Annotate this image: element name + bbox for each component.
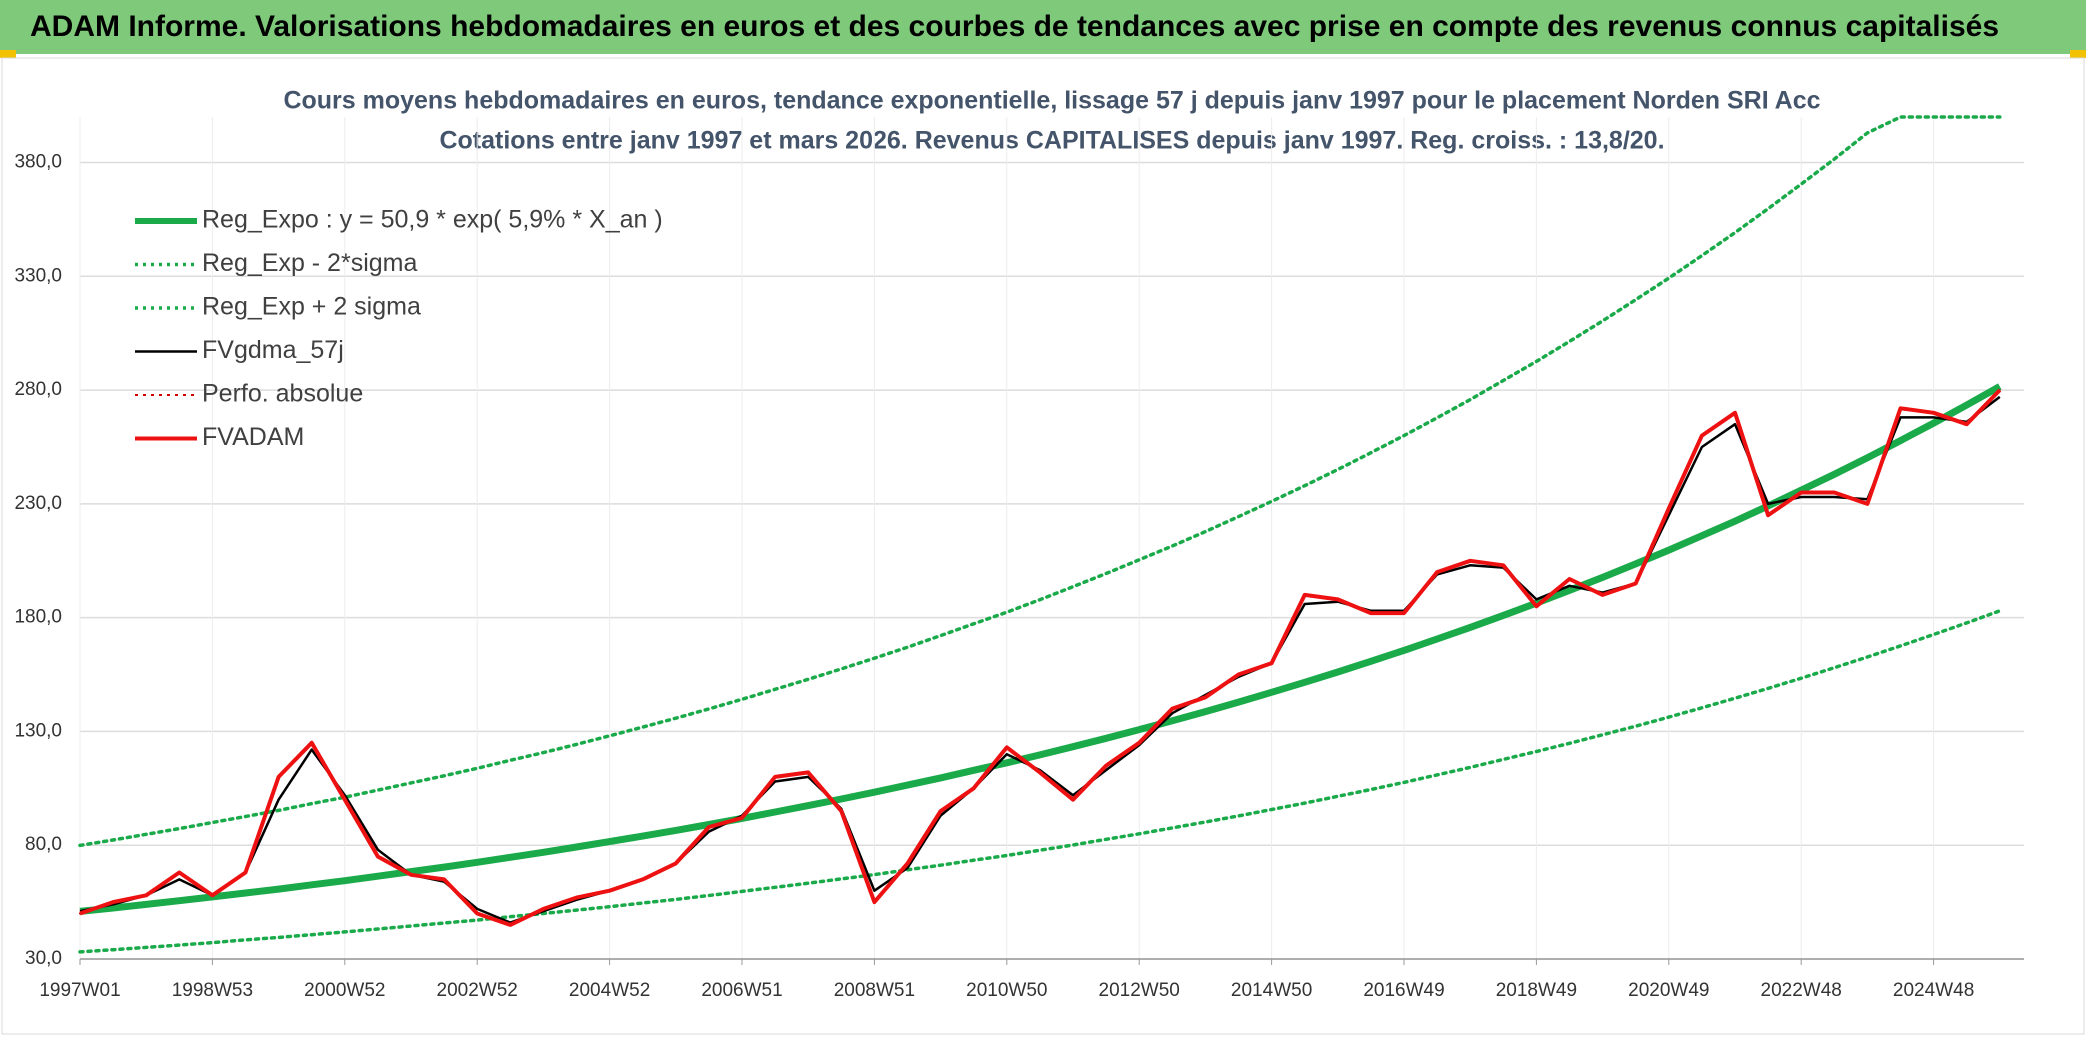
x-tick-label: 2002W52	[437, 980, 518, 1001]
header-bar	[0, 0, 2086, 54]
legend-label: Perfo. absolue	[202, 380, 363, 408]
x-tick-label: 2020W49	[1628, 980, 1709, 1001]
y-tick-label: 280,0	[14, 379, 62, 400]
x-tick-label: 2024W48	[1893, 980, 1974, 1001]
y-tick-label: 130,0	[14, 720, 62, 741]
x-tick-label: 1997W01	[39, 980, 120, 1001]
y-tick-label: 80,0	[25, 834, 62, 855]
x-tick-label: 1998W53	[172, 980, 253, 1001]
series-line	[79, 383, 2002, 915]
series-line	[78, 115, 2002, 848]
y-tick-label: 330,0	[14, 265, 62, 286]
x-tick-label: 2014W50	[1231, 980, 1312, 1001]
chart-title: ADAM Informe. Valorisations hebdomadaire…	[30, 10, 1999, 43]
x-tick-label: 2022W48	[1761, 980, 1842, 1001]
corner	[2070, 50, 2086, 58]
corner	[0, 50, 16, 58]
x-tick-label: 2000W52	[304, 980, 385, 1001]
series-line	[79, 388, 2002, 927]
y-tick-label: 380,0	[14, 152, 62, 173]
series-line	[79, 395, 2001, 924]
legend-label: Reg_Exp + 2 sigma	[202, 293, 421, 321]
y-tick-label: 180,0	[14, 607, 62, 628]
x-tick-label: 2006W51	[701, 980, 782, 1001]
subtitle: Cours moyens hebdomadaires en euros, ten…	[283, 87, 1820, 115]
legend-label: Reg_Exp - 2*sigma	[202, 249, 417, 277]
x-tick-label: 2016W49	[1363, 980, 1444, 1001]
x-tick-label: 2018W49	[1496, 980, 1577, 1001]
y-tick-label: 230,0	[14, 493, 62, 514]
frame	[1, 57, 2085, 1035]
y-tick-label: 30,0	[25, 948, 62, 969]
x-tick-label: 2012W50	[1099, 980, 1180, 1001]
legend-label: FVADAM	[202, 423, 304, 451]
x-tick-label: 2004W52	[569, 980, 650, 1001]
series-line	[78, 609, 2002, 954]
legend-label: FVgdma_57j	[202, 336, 344, 364]
x-tick-label: 2010W50	[966, 980, 1047, 1001]
legend-label: Reg_Expo : y = 50,9 * exp( 5,9% * X_an )	[202, 206, 663, 234]
x-tick-label: 2008W51	[834, 980, 915, 1001]
subtitle: Cotations entre janv 1997 et mars 2026. …	[439, 127, 1664, 155]
